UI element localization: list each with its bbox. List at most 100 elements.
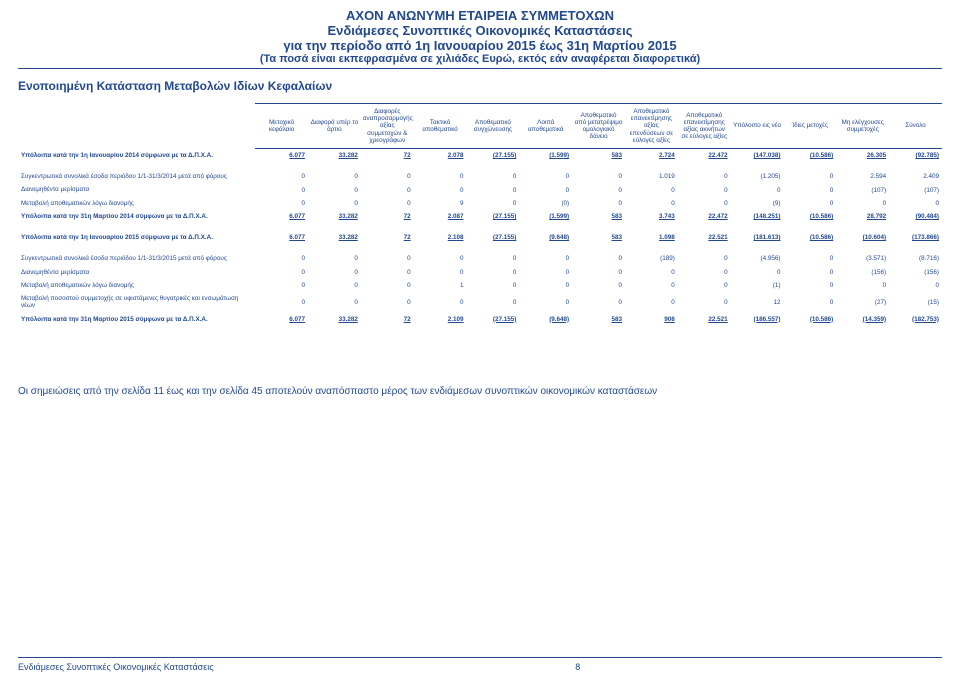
cell-value: (9) bbox=[731, 197, 784, 210]
cell-value: (27.155) bbox=[467, 149, 520, 163]
cell-value: 0 bbox=[836, 279, 889, 292]
cell-value: 0 bbox=[255, 183, 308, 196]
cell-value: 0 bbox=[572, 170, 625, 183]
cell-value: (156) bbox=[889, 266, 942, 279]
cell-value: (27.155) bbox=[467, 210, 520, 223]
cell-value: (27.155) bbox=[467, 313, 520, 326]
cell-value: 0 bbox=[519, 279, 572, 292]
cell-value: 0 bbox=[783, 266, 836, 279]
cell-value: 0 bbox=[255, 279, 308, 292]
table-row: Υπόλοιπα κατά την 1η Ιανουαρίου 2014 σύμ… bbox=[18, 149, 942, 163]
company-name: AXON ΑΝΩΝΥΜΗ ΕΤΑΙΡΕΙΑ ΣΥΜΜΕΤΟΧΩΝ bbox=[18, 8, 942, 23]
cell-value: 0 bbox=[678, 279, 731, 292]
cell-value: (3.571) bbox=[836, 252, 889, 265]
cell-value: (9.648) bbox=[519, 313, 572, 326]
cell-value: (147.038) bbox=[731, 149, 784, 163]
document-header: AXON ΑΝΩΝΥΜΗ ΕΤΑΙΡΕΙΑ ΣΥΜΜΕΤΟΧΩΝ Ενδιάμε… bbox=[18, 8, 942, 69]
cell-value: 2.409 bbox=[889, 170, 942, 183]
cell-value: 6.077 bbox=[255, 149, 308, 163]
page-number: 8 bbox=[575, 662, 580, 672]
column-header: Διαφορά υπέρ το άρτιο bbox=[308, 104, 361, 149]
cell-value: 0 bbox=[361, 197, 414, 210]
equity-changes-table: Μετοχικό κεφάλαιοΔιαφορά υπέρ το άρτιοΔι… bbox=[18, 103, 942, 326]
cell-value: 0 bbox=[414, 292, 467, 312]
row-label: Μεταβολή αποθεματικών λόγω διανομής bbox=[18, 197, 255, 210]
cell-value: (27) bbox=[836, 292, 889, 312]
cell-value: (10.586) bbox=[783, 149, 836, 163]
table-head: Μετοχικό κεφάλαιοΔιαφορά υπέρ το άρτιοΔι… bbox=[18, 104, 942, 149]
cell-value: 0 bbox=[414, 170, 467, 183]
table-row: Διανεμηθέντα μερίσματα00000000000(107)(1… bbox=[18, 183, 942, 196]
cell-value: 908 bbox=[625, 313, 678, 326]
table-row bbox=[18, 223, 942, 231]
cell-value: 0 bbox=[255, 292, 308, 312]
column-header: Λοιπά αποθεματικά bbox=[519, 104, 572, 149]
cell-value: (14.359) bbox=[836, 313, 889, 326]
cell-value: 6.077 bbox=[255, 231, 308, 244]
column-header: Αποθεματικό από μετατρέψιμο ομολογιακό δ… bbox=[572, 104, 625, 149]
cell-value: 0 bbox=[255, 266, 308, 279]
cell-value: 0 bbox=[519, 266, 572, 279]
cell-value: 1.019 bbox=[625, 170, 678, 183]
column-header: Τακτικό αποθεματικό bbox=[414, 104, 467, 149]
cell-value: 0 bbox=[414, 252, 467, 265]
cell-value: 0 bbox=[625, 279, 678, 292]
cell-value: 0 bbox=[572, 197, 625, 210]
column-header: Αποθεματικό επανεκτίμησης αξίας ακινήτων… bbox=[678, 104, 731, 149]
cell-value: 0 bbox=[519, 170, 572, 183]
cell-value: 0 bbox=[731, 266, 784, 279]
cell-value: (10.586) bbox=[783, 231, 836, 244]
cell-value: (148.251) bbox=[731, 210, 784, 223]
cell-value: 0 bbox=[783, 183, 836, 196]
cell-value: 0 bbox=[889, 197, 942, 210]
cell-value: 22.472 bbox=[678, 210, 731, 223]
table-row: Μεταβολή ποσοστού συμμετοχής σε υφιστάμε… bbox=[18, 292, 942, 312]
cell-value: 33.282 bbox=[308, 231, 361, 244]
cell-value: 0 bbox=[678, 170, 731, 183]
cell-value: 28.792 bbox=[836, 210, 889, 223]
cell-value: (0) bbox=[519, 197, 572, 210]
cell-value: (107) bbox=[889, 183, 942, 196]
cell-value: 2.724 bbox=[625, 149, 678, 163]
cell-value: 583 bbox=[572, 231, 625, 244]
cell-value: 0 bbox=[255, 197, 308, 210]
cell-value: (27.155) bbox=[467, 231, 520, 244]
cell-value: 0 bbox=[467, 252, 520, 265]
cell-value: (9.648) bbox=[519, 231, 572, 244]
cell-value: 2.087 bbox=[414, 210, 467, 223]
cell-value: (15) bbox=[889, 292, 942, 312]
cell-value: (189) bbox=[625, 252, 678, 265]
cell-value: 0 bbox=[361, 279, 414, 292]
column-header: Σύνολο bbox=[889, 104, 942, 149]
column-header: Ίδιες μετοχές bbox=[783, 104, 836, 149]
cell-value: 26.305 bbox=[836, 149, 889, 163]
cell-value: 0 bbox=[308, 292, 361, 312]
cell-value: 583 bbox=[572, 149, 625, 163]
cell-value: (156) bbox=[836, 266, 889, 279]
cell-value: 0 bbox=[467, 279, 520, 292]
cell-value: 0 bbox=[308, 170, 361, 183]
cell-value: 0 bbox=[836, 197, 889, 210]
cell-value: 0 bbox=[625, 266, 678, 279]
cell-value: 0 bbox=[361, 266, 414, 279]
cell-value: 2.109 bbox=[414, 313, 467, 326]
row-label: Υπόλοιπα κατά την 31η Μαρτίου 2015 σύμφω… bbox=[18, 313, 255, 326]
cell-value: 0 bbox=[467, 197, 520, 210]
row-label: Μεταβολή αποθεματικών λόγω διανομής bbox=[18, 279, 255, 292]
cell-value: 0 bbox=[625, 197, 678, 210]
cell-value: 0 bbox=[361, 252, 414, 265]
row-label: Συγκεντρωτικά συνολικά έσοδα περιόδου 1/… bbox=[18, 252, 255, 265]
cell-value: 33.282 bbox=[308, 210, 361, 223]
cell-value: 0 bbox=[467, 170, 520, 183]
cell-value: 22.521 bbox=[678, 313, 731, 326]
cell-value: 0 bbox=[572, 292, 625, 312]
section-title: Ενοποιημένη Κατάσταση Μεταβολών Ιδίων Κε… bbox=[18, 79, 942, 93]
row-label: Υπόλοιπα κατά την 1η Ιανουαρίου 2014 σύμ… bbox=[18, 149, 255, 163]
cell-value: 0 bbox=[361, 292, 414, 312]
cell-value: (1) bbox=[731, 279, 784, 292]
cell-value: 22.521 bbox=[678, 231, 731, 244]
cell-value: (4.956) bbox=[731, 252, 784, 265]
cell-value: 0 bbox=[678, 252, 731, 265]
cell-value: (181.613) bbox=[731, 231, 784, 244]
cell-value: 0 bbox=[308, 266, 361, 279]
